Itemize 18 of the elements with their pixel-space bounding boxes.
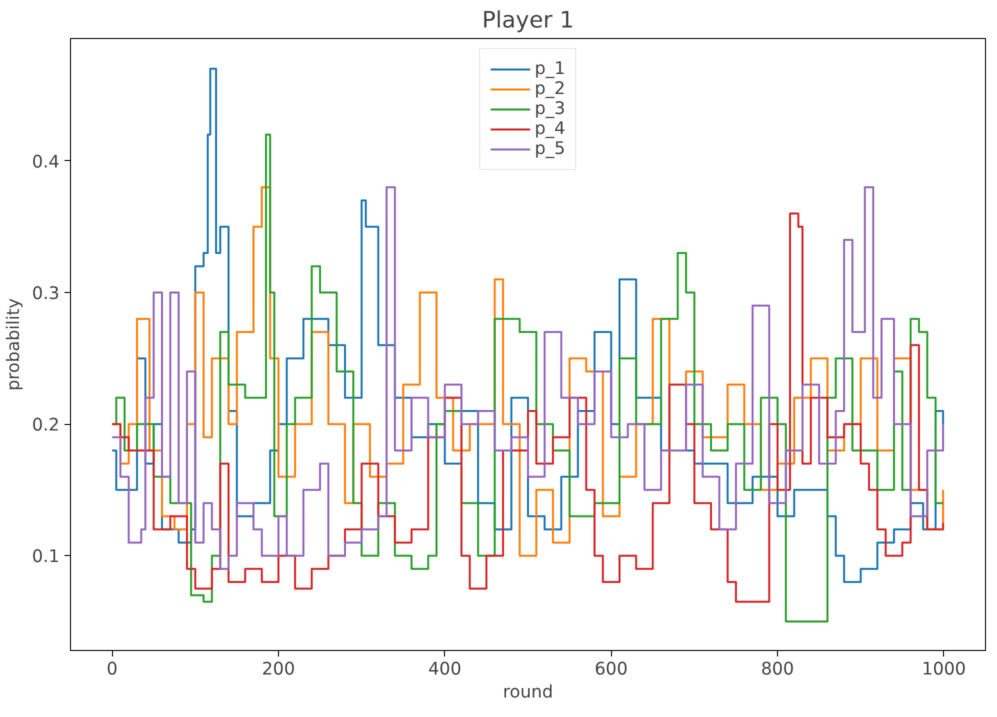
x-tick-label: 400 <box>428 660 462 680</box>
y-tick-label: 0.3 <box>32 284 60 304</box>
x-tick-label: 800 <box>761 660 794 680</box>
x-tick-label: 600 <box>594 660 628 680</box>
y-tick-label: 0.4 <box>32 152 60 172</box>
x-tick-label: 1000 <box>922 660 966 680</box>
x-tick-label: 200 <box>262 660 295 680</box>
legend-label: p_5 <box>534 139 566 159</box>
y-tick-label: 0.2 <box>32 416 60 436</box>
chart-title: Player 1 <box>482 8 574 34</box>
legend-label: p_2 <box>534 79 566 99</box>
legend-label: p_1 <box>534 59 566 79</box>
legend-label: p_4 <box>534 119 566 139</box>
x-tick-label: 0 <box>106 660 118 680</box>
y-axis-title: probability <box>4 298 24 391</box>
legend-label: p_3 <box>534 99 566 119</box>
y-tick-label: 0.1 <box>32 547 60 568</box>
x-axis-title: round <box>502 682 554 702</box>
